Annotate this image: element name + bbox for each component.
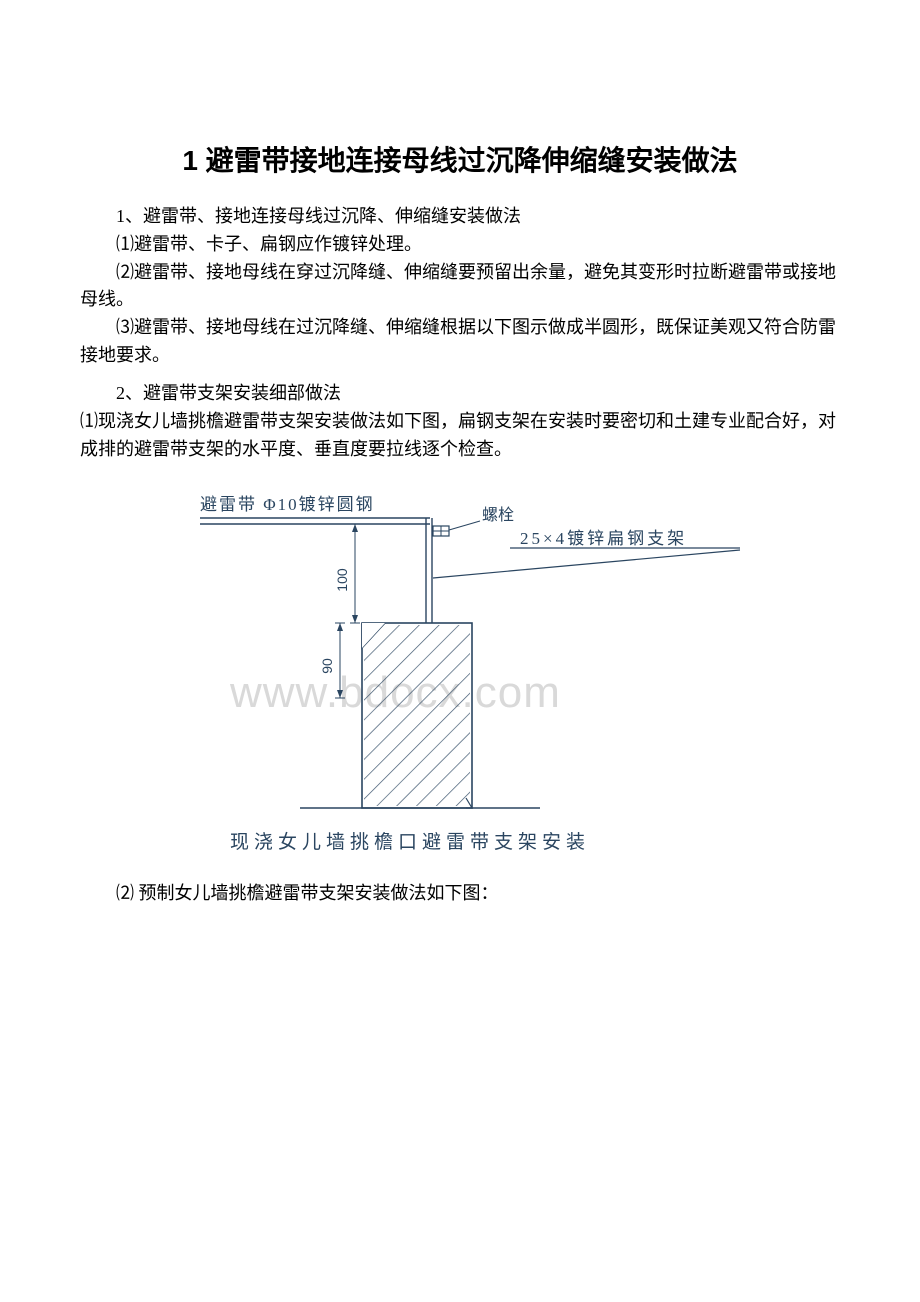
label-bolt: 螺栓 (482, 506, 514, 524)
section-1-item-1: ⑴避雷带、卡子、扁钢应作镀锌处理。 (80, 231, 840, 259)
section-2-item-2: ⑵ 预制女儿墙挑檐避雷带支架安装做法如下图： (80, 880, 840, 908)
figure-caption: 现浇女儿墙挑檐口避雷带支架安装 (230, 831, 590, 853)
figure-svg: 100 90 避雷带 Φ10镀锌圆钢 螺栓 25×4镀锌扁钢支架 现浇女儿墙挑檐… (140, 488, 780, 868)
figure-1: www.bdocx.com (80, 488, 840, 868)
label-strip: 避雷带 Φ10镀锌圆钢 (200, 495, 375, 514)
label-bracket: 25×4镀锌扁钢支架 (520, 529, 687, 548)
dim-100: 100 (334, 568, 350, 592)
section-1-heading: 1、避雷带、接地连接母线过沉降、伸缩缝安装做法 (80, 203, 840, 231)
document-page: 1 避雷带接地连接母线过沉降伸缩缝安装做法 1、避雷带、接地连接母线过沉降、伸缩… (0, 0, 920, 948)
dim-90: 90 (319, 658, 335, 674)
section-2-item-1: ⑴现浇女儿墙挑檐避雷带支架安装做法如下图，扁钢支架在安装时要密切和土建专业配合好… (80, 408, 840, 464)
section-2-heading: 2、避雷带支架安装细部做法 (80, 380, 840, 408)
page-title: 1 避雷带接地连接母线过沉降伸缩缝安装做法 (80, 139, 840, 179)
section-1-item-3: ⑶避雷带、接地母线在过沉降缝、伸缩缝根据以下图示做成半圆形，既保证美观又符合防雷… (80, 314, 840, 370)
bolt-icon (433, 526, 449, 536)
section-1-item-2: ⑵避雷带、接地母线在穿过沉降缝、伸缩缝要预留出余量，避免其变形时拉断避雷带或接地… (80, 259, 840, 315)
